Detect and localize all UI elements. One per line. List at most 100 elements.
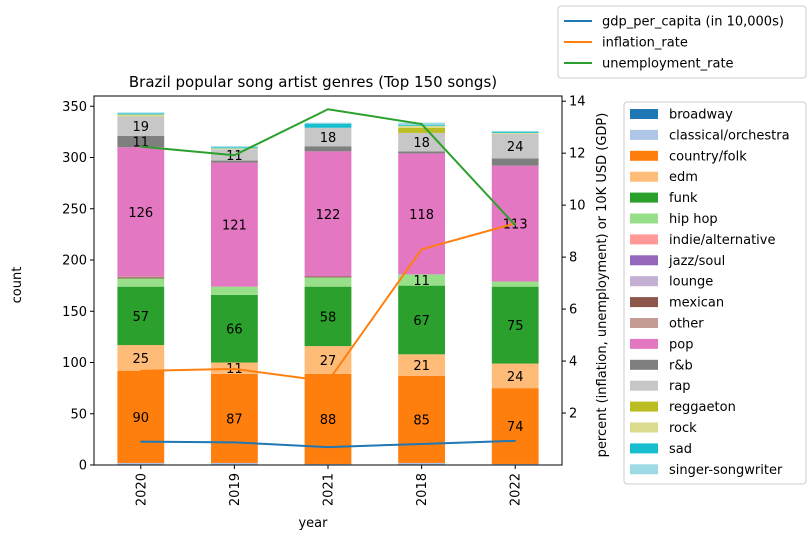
bar-legend-swatch-reggaeton <box>630 401 658 412</box>
bar-country-folk-2018 <box>398 375 445 463</box>
bar-label-rap-2020: 19 <box>133 120 150 135</box>
y-tick-label: 150 <box>62 305 87 320</box>
bar-other-2020 <box>117 276 165 278</box>
y-axis-right-label: percent (inflation, unemployment) or 10K… <box>595 113 610 458</box>
line-point-gdp-per-capita-in-10-000s-2019 <box>233 441 236 444</box>
bar-classical-orchestra-2019 <box>211 462 258 465</box>
y-right-tick-label: 14 <box>569 95 586 110</box>
bar-label-edm-2022: 24 <box>507 370 524 385</box>
bar-rock-2018 <box>398 125 445 128</box>
line-point-unemployment-rate-2022 <box>514 224 516 226</box>
x-tick-label: 2020 <box>134 473 149 506</box>
bar-r-b-2019 <box>211 160 258 163</box>
bar-legend-swatch-edm <box>630 171 658 182</box>
bar-label-edm-2018: 21 <box>413 359 430 374</box>
line-point-unemployment-rate-2021 <box>327 108 329 111</box>
bar-funk-2019 <box>211 294 258 363</box>
bar-legend-swatch-rock <box>630 422 658 433</box>
line-point-gdp-per-capita-in-10-000s-2022 <box>514 440 516 442</box>
bar-pop-2020 <box>117 147 165 277</box>
x-tick-label: 2021 <box>322 473 337 506</box>
line-point-unemployment-rate-2018 <box>420 123 423 125</box>
bar-country-folk-2022 <box>491 388 539 464</box>
bar-r-b-2021 <box>304 146 352 152</box>
lines-layer <box>140 108 516 449</box>
bar-label-edm-2020: 25 <box>133 352 150 367</box>
bar-classical-orchestra-2018 <box>398 462 445 465</box>
bar-label-pop-2020: 126 <box>128 206 153 221</box>
line-legend: gdp_per_capita (in 10,000s) inflation_rat… <box>557 5 807 79</box>
x-tick-label: 2022 <box>509 473 524 506</box>
bar-label-rap-2018: 18 <box>413 136 430 151</box>
bar-funk-2018 <box>398 285 445 355</box>
bar-legend-swatch-sad <box>630 443 658 454</box>
bar-pop-2021 <box>304 151 352 277</box>
bar-legend-label-classical-orchestra: classical/orchestra <box>669 128 790 143</box>
bar-legend: broadway classical/orchestra country/folk e… <box>623 101 807 485</box>
y-tick-label: 50 <box>70 407 87 422</box>
bar-label-country-folk-2021: 88 <box>320 413 337 428</box>
y-tick-label: 100 <box>62 356 87 371</box>
bar-legend-swatch-mexican <box>630 297 658 308</box>
bar-legend-swatch-lounge <box>630 276 658 287</box>
bar-legend-label-edm: edm <box>669 170 698 185</box>
bar-label-country-folk-2019: 87 <box>226 412 243 427</box>
bar-sad-2020 <box>117 113 165 115</box>
bar-rock-2020 <box>117 114 165 117</box>
bar-rock-2019 <box>211 148 258 150</box>
line-point-gdp-per-capita-in-10-000s-2018 <box>420 443 423 445</box>
chart-title: Brazil popular song artist genres (Top 1… <box>129 73 497 91</box>
bar-legend-label-r-b: r&b <box>669 358 693 373</box>
y-tick-label: 250 <box>62 202 87 217</box>
bar-legend-label-jazz-soul: jazz/soul <box>668 254 725 269</box>
bar-r-b-2022 <box>491 158 539 166</box>
bar-legend-label-hip-hop: hip hop <box>669 212 718 227</box>
bar-legend-swatch-singer-songwriter <box>630 464 658 475</box>
bar-hip-hop-2021 <box>304 277 352 287</box>
bar-hip-hop-2022 <box>491 281 539 287</box>
bar-legend-label-broadway: broadway <box>669 108 733 123</box>
y-tick-label: 0 <box>79 459 87 474</box>
bar-legend-label-rock: rock <box>669 421 697 436</box>
bar-classical-orchestra-2022 <box>491 463 539 465</box>
bar-country-folk-2019 <box>211 373 258 463</box>
bar-r-b-2020 <box>117 135 165 148</box>
bar-mexican-2020 <box>117 277 165 279</box>
line-legend-label-unemployment-rate: unemployment_rate <box>602 57 734 72</box>
bar-hip-hop-2019 <box>211 286 258 295</box>
bar-legend-label-funk: funk <box>669 191 698 206</box>
y-right-tick-label: 6 <box>569 303 577 318</box>
y-tick-label: 300 <box>62 151 87 166</box>
bar-reggaeton-2018 <box>398 127 445 133</box>
y-right-tick-label: 8 <box>569 251 577 266</box>
bar-label-pop-2021: 122 <box>316 208 341 223</box>
bar-rap-2020 <box>117 116 165 136</box>
bar-sad-2021 <box>304 123 352 128</box>
bar-label-country-folk-2020: 90 <box>133 411 150 426</box>
y-tick-label: 200 <box>62 254 87 269</box>
bar-legend-swatch-other <box>630 318 658 328</box>
bar-legend-label-reggaeton: reggaeton <box>669 400 736 415</box>
bar-label-pop-2019: 121 <box>222 219 247 234</box>
line-point-inflation-rate-2021 <box>327 380 329 383</box>
bar-r-b-2018 <box>398 151 445 154</box>
bar-singer-songwriter-2020 <box>117 112 165 114</box>
bar-legend-swatch-pop <box>630 338 658 349</box>
bar-edm-2022 <box>491 363 539 389</box>
y-right-tick-label: 10 <box>569 199 586 214</box>
bar-label-rap-2019: 11 <box>226 149 243 164</box>
bar-singer-songwriter-2019 <box>211 146 258 148</box>
y-right-tick-label: 12 <box>569 147 586 162</box>
bar-singer-songwriter-2022 <box>491 130 539 132</box>
bar-sad-2019 <box>211 147 258 149</box>
bar-legend-swatch-rap <box>630 380 658 391</box>
line-point-unemployment-rate-2020 <box>140 145 142 148</box>
x-tick-label: 2019 <box>228 473 243 506</box>
line-point-inflation-rate-2020 <box>140 370 142 372</box>
bar-legend-label-pop: pop <box>669 337 693 352</box>
bar-label-rap-2021: 18 <box>320 131 337 146</box>
bar-edm-2018 <box>398 354 445 376</box>
bar-rap-2022 <box>491 133 539 159</box>
bar-legend-label-sad: sad <box>669 442 692 457</box>
bar-legend-swatch-funk <box>630 192 658 203</box>
